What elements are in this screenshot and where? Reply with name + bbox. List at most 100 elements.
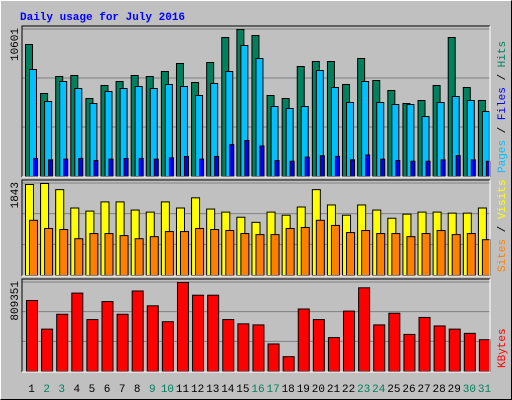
bar [195, 227, 205, 276]
legend-entry: Files [497, 87, 509, 120]
bar [346, 232, 356, 276]
bar [199, 158, 205, 178]
bar [406, 236, 416, 276]
x-tick-label: 26 [402, 384, 415, 396]
bar [210, 229, 220, 277]
bar [237, 323, 250, 372]
x-tick-label: 17 [266, 384, 279, 396]
bar [108, 158, 114, 178]
bar [478, 339, 491, 372]
panel-border-light [22, 26, 491, 178]
legend: KBytes [497, 328, 509, 368]
bar [240, 233, 250, 276]
x-tick-label: 10 [161, 384, 174, 396]
bar [104, 233, 114, 276]
bar [395, 160, 401, 177]
bar [229, 144, 235, 177]
legend-entry: KBytes [497, 328, 509, 368]
bar [391, 233, 401, 276]
bar [350, 159, 356, 178]
bar [425, 160, 431, 177]
bar [176, 282, 189, 372]
legend-separator: / [497, 67, 509, 87]
panel-border-dark [21, 179, 490, 276]
bar [289, 160, 295, 177]
bar [48, 159, 54, 178]
bar [451, 234, 461, 276]
x-tick-label: 21 [327, 384, 341, 396]
bar [134, 238, 144, 276]
legend-entry: Sites [497, 239, 509, 272]
bar [315, 219, 325, 277]
legend-separator: / [497, 120, 509, 140]
bar [343, 310, 356, 373]
bar [33, 157, 38, 178]
x-tick-label: 13 [206, 384, 219, 396]
x-tick-label: 29 [448, 384, 461, 396]
chart-title: Daily usage for July 2016 [20, 12, 185, 24]
bar [410, 160, 416, 177]
bar [376, 233, 386, 276]
x-tick-label: 11 [176, 384, 190, 396]
x-tick-label: 20 [312, 384, 325, 396]
x-tick-label: 2 [43, 384, 50, 396]
bar [41, 328, 54, 373]
bar [26, 300, 38, 372]
bar [222, 319, 235, 372]
bar [312, 319, 325, 372]
bar [255, 234, 265, 276]
bar [358, 287, 371, 373]
bar [448, 328, 461, 373]
bar [29, 219, 38, 277]
legend-entry: Pages [497, 140, 509, 173]
bar [168, 157, 174, 178]
bar [270, 234, 280, 276]
bar [183, 155, 189, 177]
x-tick-label: 25 [387, 384, 400, 396]
x-tick-label: 22 [342, 384, 355, 396]
bar [74, 238, 84, 276]
x-tick-label: 3 [58, 384, 65, 396]
bar [44, 227, 54, 276]
x-tick-label: 16 [251, 384, 264, 396]
bar [418, 316, 431, 372]
x-tick-label: 30 [463, 384, 476, 396]
bar [319, 155, 325, 177]
bar [86, 319, 99, 372]
x-tick-label: 7 [119, 384, 126, 396]
bar [119, 235, 129, 277]
panel-border-light [22, 279, 491, 373]
bar [403, 333, 416, 373]
x-tick-label: 4 [74, 384, 81, 396]
panel-border-light [22, 180, 491, 277]
bar [300, 226, 310, 277]
bar [63, 158, 69, 178]
x-tick-label: 6 [104, 384, 111, 396]
panel-border-dark [21, 278, 490, 372]
bar [365, 154, 371, 177]
x-tick-label: 14 [221, 384, 235, 396]
bar [207, 294, 220, 372]
bar [421, 233, 431, 276]
x-tick-label: 12 [191, 384, 204, 396]
bar [161, 321, 174, 372]
bar [463, 332, 476, 373]
bar [244, 139, 250, 177]
bar [297, 308, 310, 373]
y-tick-label: 809351 [10, 281, 22, 321]
bar [116, 313, 129, 373]
bar [259, 145, 265, 177]
bar [214, 155, 220, 177]
bar [131, 290, 144, 373]
legend-separator: / [497, 219, 509, 239]
bar [179, 231, 189, 277]
bar [149, 236, 159, 276]
bar [466, 233, 476, 276]
bar [334, 155, 340, 177]
bar [71, 292, 84, 373]
bar [380, 158, 386, 178]
bar [78, 157, 84, 178]
bar [192, 294, 205, 372]
